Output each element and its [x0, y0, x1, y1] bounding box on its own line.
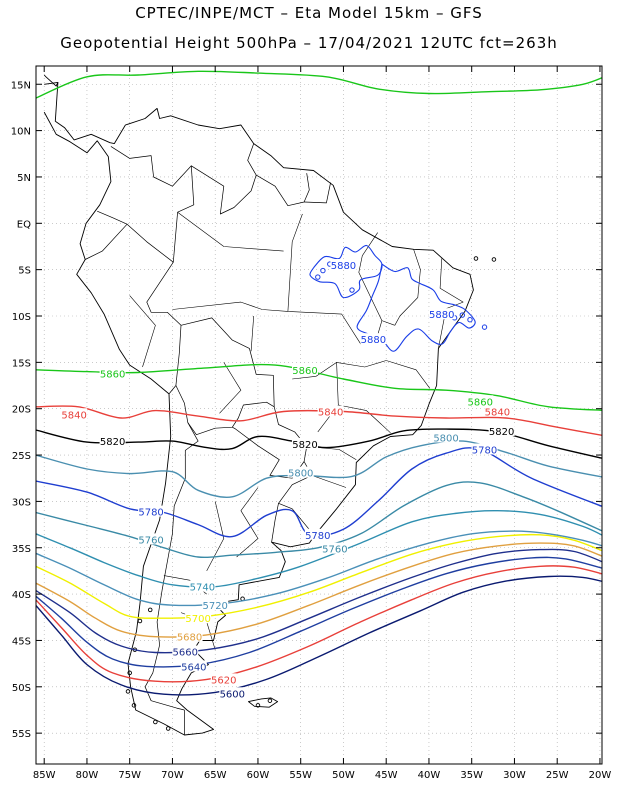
- contour-line: [36, 575, 602, 696]
- contour-line: [36, 440, 602, 498]
- contour-line: [320, 267, 326, 274]
- contour-line: [36, 556, 602, 668]
- contour-label: 5800: [433, 433, 458, 444]
- lat-tick-label: 35S: [12, 544, 31, 555]
- contour-line: [467, 317, 473, 323]
- contour-line: [36, 542, 602, 638]
- contour-line: [36, 530, 602, 607]
- lat-tick-label: 5N: [17, 173, 31, 184]
- contour-label: 5820: [100, 437, 125, 448]
- contour-label: 5820: [292, 440, 317, 451]
- lat-tick-label: 10S: [12, 312, 31, 323]
- contour-label: 5680: [177, 633, 202, 644]
- lon-tick-label: 45W: [375, 770, 398, 781]
- contour-label: 5660: [173, 648, 198, 659]
- contour-label: 5840: [61, 410, 86, 421]
- contour-label: 5780: [305, 531, 330, 542]
- contour-label: 5640: [181, 662, 206, 673]
- lat-tick-label: 25S: [12, 451, 31, 462]
- lat-tick-label: 15S: [12, 358, 31, 369]
- contour-line: [315, 274, 321, 280]
- contour-line: [356, 263, 476, 352]
- contour-label: 5720: [202, 601, 227, 612]
- contour-label: 5600: [220, 689, 245, 700]
- contour-line: [36, 70, 602, 99]
- lon-tick-label: 20W: [589, 770, 612, 781]
- lat-tick-label: 40S: [12, 590, 31, 601]
- contour-label: 5880: [361, 335, 386, 346]
- lon-tick-label: 25W: [546, 770, 569, 781]
- contour-label: 5740: [190, 583, 215, 594]
- contour-label: 5880: [331, 261, 356, 272]
- lon-tick-label: 75W: [118, 770, 141, 781]
- contour-label: 5880: [429, 310, 454, 321]
- lat-tick-label: 45S: [12, 636, 31, 647]
- contour-label: 5760: [138, 535, 163, 546]
- contour-line: [481, 324, 488, 330]
- lat-tick-label: 15N: [11, 80, 31, 91]
- lon-tick-label: 55W: [289, 770, 312, 781]
- lat-tick-label: 5S: [18, 266, 31, 277]
- contour-line: [36, 548, 602, 654]
- contour-label: 5840: [485, 407, 510, 418]
- lat-tick-label: 50S: [12, 683, 31, 694]
- lat-tick-label: 55S: [12, 729, 31, 740]
- contour-line: [36, 405, 602, 437]
- contour-label: 5860: [468, 397, 493, 408]
- lon-tick-label: 35W: [460, 770, 483, 781]
- contour-line: [36, 509, 602, 588]
- lat-tick-label: 20S: [12, 405, 31, 416]
- contour-label: 5780: [472, 445, 497, 456]
- contour-label: 5840: [318, 407, 343, 418]
- contour-line: [36, 533, 602, 619]
- height-contours: [36, 70, 602, 696]
- lat-tick-label: 10N: [11, 127, 31, 138]
- contour-line: [36, 565, 602, 683]
- contour-label: 5780: [138, 508, 163, 519]
- lon-tick-label: 70W: [161, 770, 184, 781]
- lon-tick-label: 80W: [76, 770, 99, 781]
- title-line-1: CPTEC/INPE/MCT – Eta Model 15km – GFS: [135, 4, 483, 22]
- lat-tick-label: EQ: [17, 219, 31, 230]
- contour-line: [36, 447, 602, 538]
- contour-label: 5620: [211, 675, 236, 686]
- lon-tick-label: 40W: [418, 770, 441, 781]
- lon-tick-label: 60W: [247, 770, 270, 781]
- axis-ticks: 15N 10N 5N EQ 5S 10S 15S 20S 25S 30S 35S 40S 45S 50S 5…: [11, 66, 612, 781]
- title-line-2: Geopotential Height 500hPa – 17/04/2021 …: [60, 34, 558, 52]
- contour-line: [349, 287, 355, 293]
- lon-tick-label: 65W: [204, 770, 227, 781]
- plot-frame: [35, 65, 603, 765]
- lon-tick-label: 30W: [503, 770, 526, 781]
- land-borders: [43, 74, 497, 736]
- contour-label: 5860: [292, 366, 317, 377]
- contour-label: 5820: [489, 427, 514, 438]
- contour-line: [459, 312, 465, 318]
- contour-label: 5860: [100, 369, 125, 380]
- lon-tick-label: 85W: [33, 770, 56, 781]
- contour-label: 5760: [322, 545, 347, 556]
- lon-tick-label: 50W: [332, 770, 355, 781]
- lat-tick-label: 30S: [12, 497, 31, 508]
- contour-label: 5700: [185, 614, 210, 625]
- contour-label: 5800: [288, 469, 313, 480]
